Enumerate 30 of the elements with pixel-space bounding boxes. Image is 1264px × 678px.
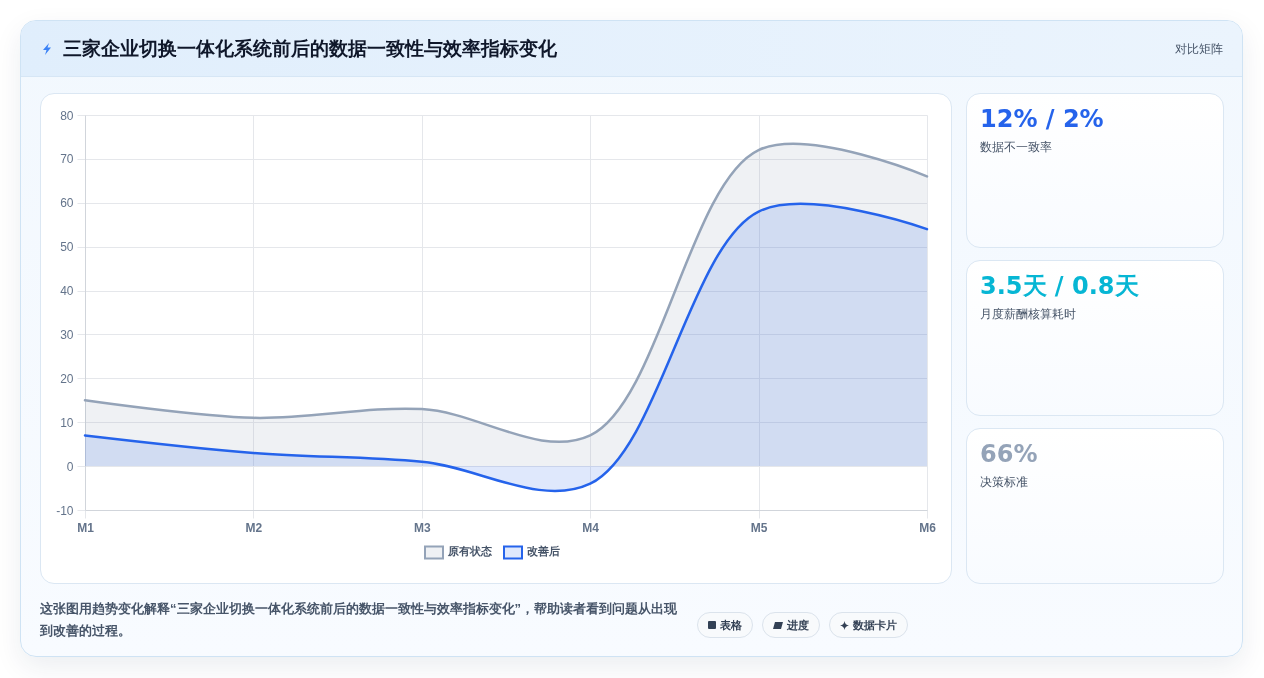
x-tick-label: M1 [77,520,95,535]
y-tick-label: 20 [60,371,74,386]
x-tick-label: M2 [245,520,263,535]
y-tick-label: 10 [60,415,74,430]
text: 12% / 2% [980,105,1104,133]
x-tick-label: M4 [582,520,600,535]
text: 数据卡片 [853,617,897,633]
y-tick-label: -10 [56,503,74,518]
y-tick-label: 80 [60,108,74,123]
text: 对比矩阵 [1175,41,1223,57]
x-tick-label: M5 [750,520,768,535]
text: 3.5天 / 0.8天 [980,272,1139,300]
text: 66% [980,440,1038,468]
x-tick-label: M6 [919,520,937,535]
y-tick-label: 60 [60,196,74,211]
y-tick-label: 40 [60,284,74,299]
legend-label: 改善后 [527,545,560,558]
y-tick-label: 0 [66,459,74,474]
y-tick-label: 50 [60,240,74,255]
legend-label: 原有状态 [447,545,493,558]
chart-title: 三家企业切换一体化系统前后的数据一致性与效率指标变化 [63,37,557,61]
text: 表格 [720,617,742,633]
y-tick-label: 30 [60,327,74,342]
text: 数据不一致率 [980,139,1052,155]
x-tick-label: M3 [413,520,431,535]
text: 决策标准 [980,474,1028,490]
text: 进度 [787,617,809,633]
text: 月度薪酬核算耗时 [980,306,1076,322]
text: 这张图用趋势变化解释“三家企业切换一体化系统前后的数据一致性与效率指标变化”，帮助读者看到问题从出现到改善的过程。 [40,600,678,640]
y-tick-label: 70 [60,152,74,167]
